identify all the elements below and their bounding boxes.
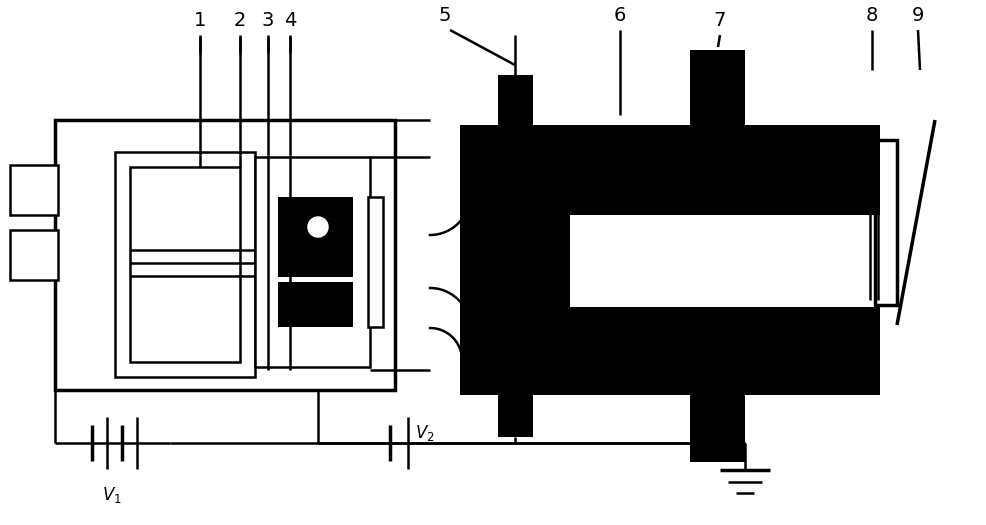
Bar	[459, 307, 880, 395]
Bar	[459, 125, 880, 215]
Bar	[10, 230, 58, 280]
Bar	[10, 165, 58, 215]
Bar	[459, 215, 570, 267]
Text: 8: 8	[865, 6, 878, 25]
Bar	[278, 197, 353, 277]
Bar	[55, 120, 394, 390]
Text: 2: 2	[234, 11, 246, 30]
Bar	[875, 140, 896, 305]
Bar	[689, 395, 744, 462]
Bar	[130, 167, 240, 362]
Bar	[498, 75, 532, 125]
Text: $V_2$: $V_2$	[414, 423, 434, 443]
Bar	[689, 50, 744, 125]
Bar	[254, 157, 370, 367]
Text: 4: 4	[284, 11, 296, 30]
Text: 3: 3	[261, 11, 274, 30]
Bar	[459, 267, 570, 307]
Bar	[368, 197, 383, 327]
Text: 7: 7	[713, 11, 726, 30]
Text: 5: 5	[439, 6, 451, 25]
Text: 1: 1	[193, 11, 206, 30]
Bar	[459, 215, 880, 307]
Circle shape	[306, 215, 329, 239]
Text: $V_1$: $V_1$	[102, 485, 121, 505]
Bar	[278, 282, 353, 327]
Bar	[498, 395, 532, 437]
Text: 6: 6	[613, 6, 625, 25]
Bar	[115, 152, 254, 377]
Text: 9: 9	[911, 6, 923, 25]
